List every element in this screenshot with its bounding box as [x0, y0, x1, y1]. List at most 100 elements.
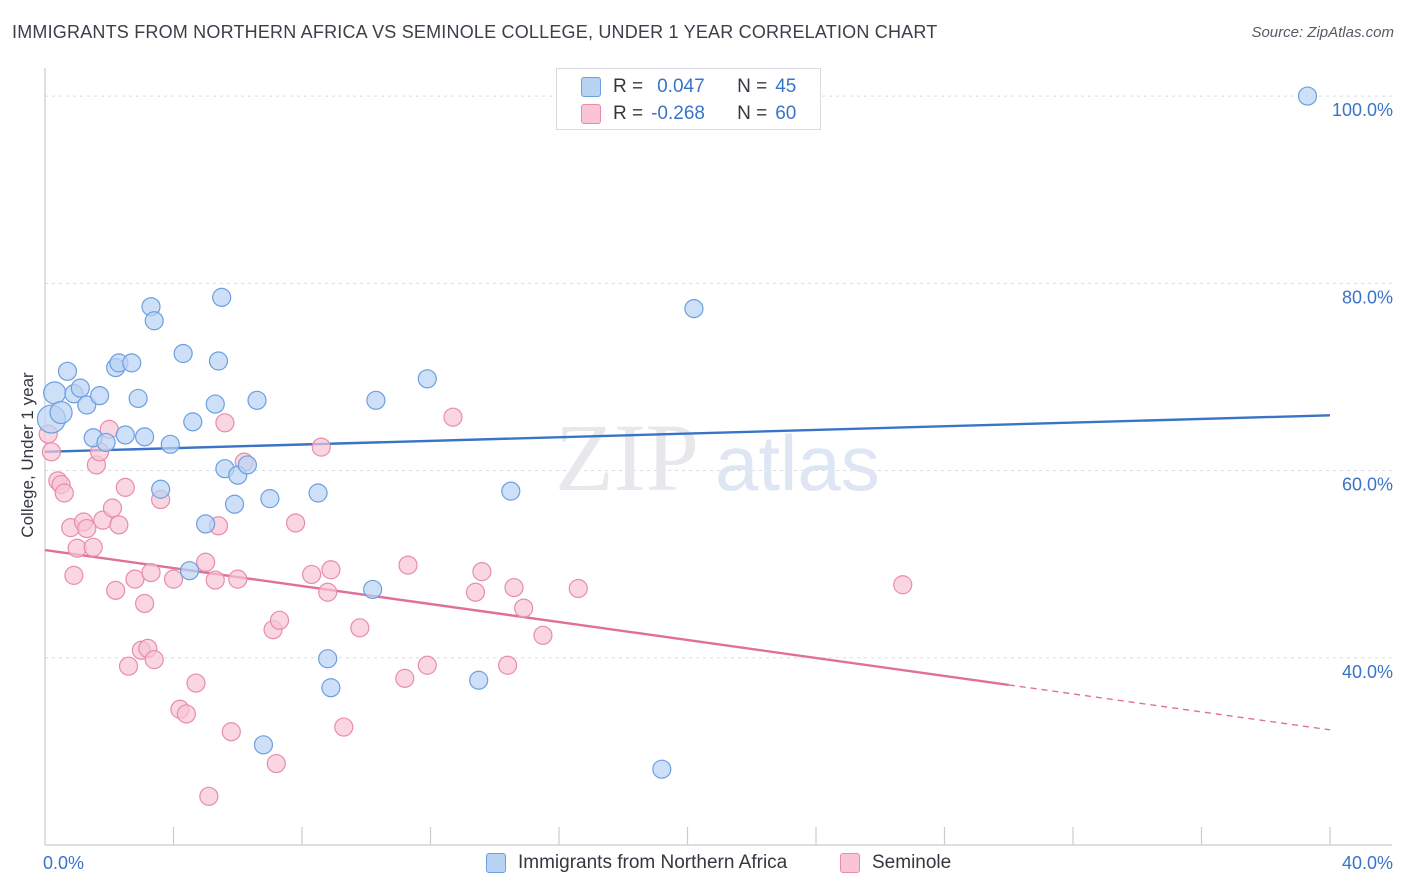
seminole-point	[443, 407, 463, 427]
seminole-point	[77, 518, 97, 539]
seminole-point	[893, 575, 913, 595]
watermark-zip: ZIP	[555, 404, 699, 511]
legend-swatch-immigrants	[581, 77, 601, 97]
legend-row-immigrants: R = 0.047 N = 45	[581, 73, 796, 101]
y-tick-label: 80.0%	[1342, 287, 1393, 307]
x-tick-label: 40.0%	[1342, 853, 1393, 873]
watermark-atlas: atlas	[715, 419, 880, 507]
legend-item-immigrants[interactable]: Immigrants from Northern Africa	[486, 852, 787, 874]
legend-swatch-seminole	[581, 104, 601, 124]
legend-r-label: R =	[613, 76, 644, 97]
immigrants-point	[417, 369, 437, 389]
immigrants-point	[144, 311, 164, 331]
immigrants-point	[49, 400, 73, 425]
seminole-point	[67, 538, 87, 558]
immigrants-point	[1297, 86, 1318, 106]
immigrants-point	[260, 489, 280, 509]
seminole-point	[465, 582, 486, 602]
immigrants-point	[70, 378, 90, 398]
seminole-point	[514, 598, 534, 618]
immigrants-point	[90, 386, 110, 406]
seminole-point	[472, 562, 492, 582]
seminole-point	[350, 618, 370, 638]
immigrants-point	[160, 434, 180, 454]
immigrants-trend-line	[44, 414, 1331, 454]
immigrants-point	[469, 670, 489, 690]
seminole-point	[504, 577, 524, 598]
immigrants-point	[212, 287, 232, 307]
immigrants-point	[224, 494, 245, 514]
seminole-point	[498, 655, 518, 675]
seminole-point	[141, 562, 161, 583]
x-tick-labels: 0.0% 40.0%	[43, 853, 1393, 873]
seminole-point	[221, 722, 241, 742]
immigrants-point	[684, 298, 704, 319]
legend-swatch-immigrants	[486, 853, 506, 873]
seminole-point	[115, 477, 135, 497]
x-tick-label: 0.0%	[43, 853, 84, 873]
immigrants-point	[363, 579, 383, 600]
immigrants-points	[36, 86, 1318, 779]
seminole-point	[318, 582, 338, 602]
seminole-point	[64, 565, 84, 585]
seminole-point	[176, 704, 196, 724]
y-tick-label: 40.0%	[1342, 662, 1393, 682]
seminole-point	[205, 570, 225, 590]
immigrants-point	[43, 381, 67, 405]
seminole-point	[41, 442, 62, 462]
seminole-point	[106, 580, 126, 600]
legend-r-label: R =	[613, 103, 644, 124]
seminole-point	[102, 498, 123, 518]
seminole-point	[109, 515, 129, 535]
seminole-point	[215, 413, 235, 433]
legend-item-seminole[interactable]: Seminole	[840, 852, 951, 874]
seminole-point	[395, 668, 415, 688]
immigrants-point	[652, 759, 672, 779]
immigrants-point	[179, 561, 200, 581]
seminole-point	[196, 552, 216, 572]
immigrants-point	[122, 353, 142, 373]
seminole-point	[125, 569, 145, 589]
y-tick-label: 100.0%	[1332, 100, 1393, 120]
immigrants-point	[208, 351, 229, 371]
immigrants-point	[134, 427, 155, 447]
seminole-point	[134, 593, 155, 614]
watermark: ZIP atlas	[555, 404, 880, 511]
legend-n-label: N =	[737, 76, 768, 97]
immigrants-point	[205, 394, 225, 414]
seminole-point	[533, 625, 553, 645]
immigrants-point	[247, 390, 267, 410]
series-legend: Immigrants from Northern Africa Seminole	[0, 850, 1406, 880]
immigrants-point	[173, 343, 193, 364]
trend-lines	[44, 414, 1331, 731]
seminole-point	[398, 555, 418, 575]
source-label: Source: ZipAtlas.com	[1251, 24, 1394, 41]
immigrants-point	[183, 412, 203, 432]
legend-n-value: 60	[775, 103, 797, 124]
immigrants-point	[128, 388, 148, 409]
y-tick-labels: 40.0% 60.0% 80.0% 100.0%	[1332, 100, 1393, 682]
correlation-legend: R = 0.047 N = 45 R = -0.268 N = 60	[556, 68, 821, 130]
seminole-point	[417, 655, 437, 675]
seminole-point	[302, 564, 322, 585]
seminole-point	[311, 437, 331, 457]
seminole-point	[228, 569, 248, 589]
seminole-point	[83, 537, 103, 557]
immigrants-point	[57, 361, 78, 381]
seminole-point	[321, 560, 341, 580]
seminole-point	[118, 656, 139, 676]
seminole-point	[199, 786, 219, 806]
immigrants-point	[96, 432, 116, 453]
seminole-point	[334, 717, 354, 737]
immigrants-point	[237, 455, 257, 475]
immigrants-point	[151, 479, 171, 499]
legend-r-value: -0.268	[651, 103, 705, 124]
chart-title: IMMIGRANTS FROM NORTHERN AFRICA VS SEMIN…	[12, 22, 938, 42]
immigrants-point	[501, 481, 521, 501]
seminole-trend-line-extension	[1008, 684, 1331, 731]
immigrants-point	[115, 425, 135, 445]
seminole-point	[266, 753, 286, 774]
seminole-point	[269, 610, 290, 630]
legend-n-value: 45	[775, 76, 797, 97]
